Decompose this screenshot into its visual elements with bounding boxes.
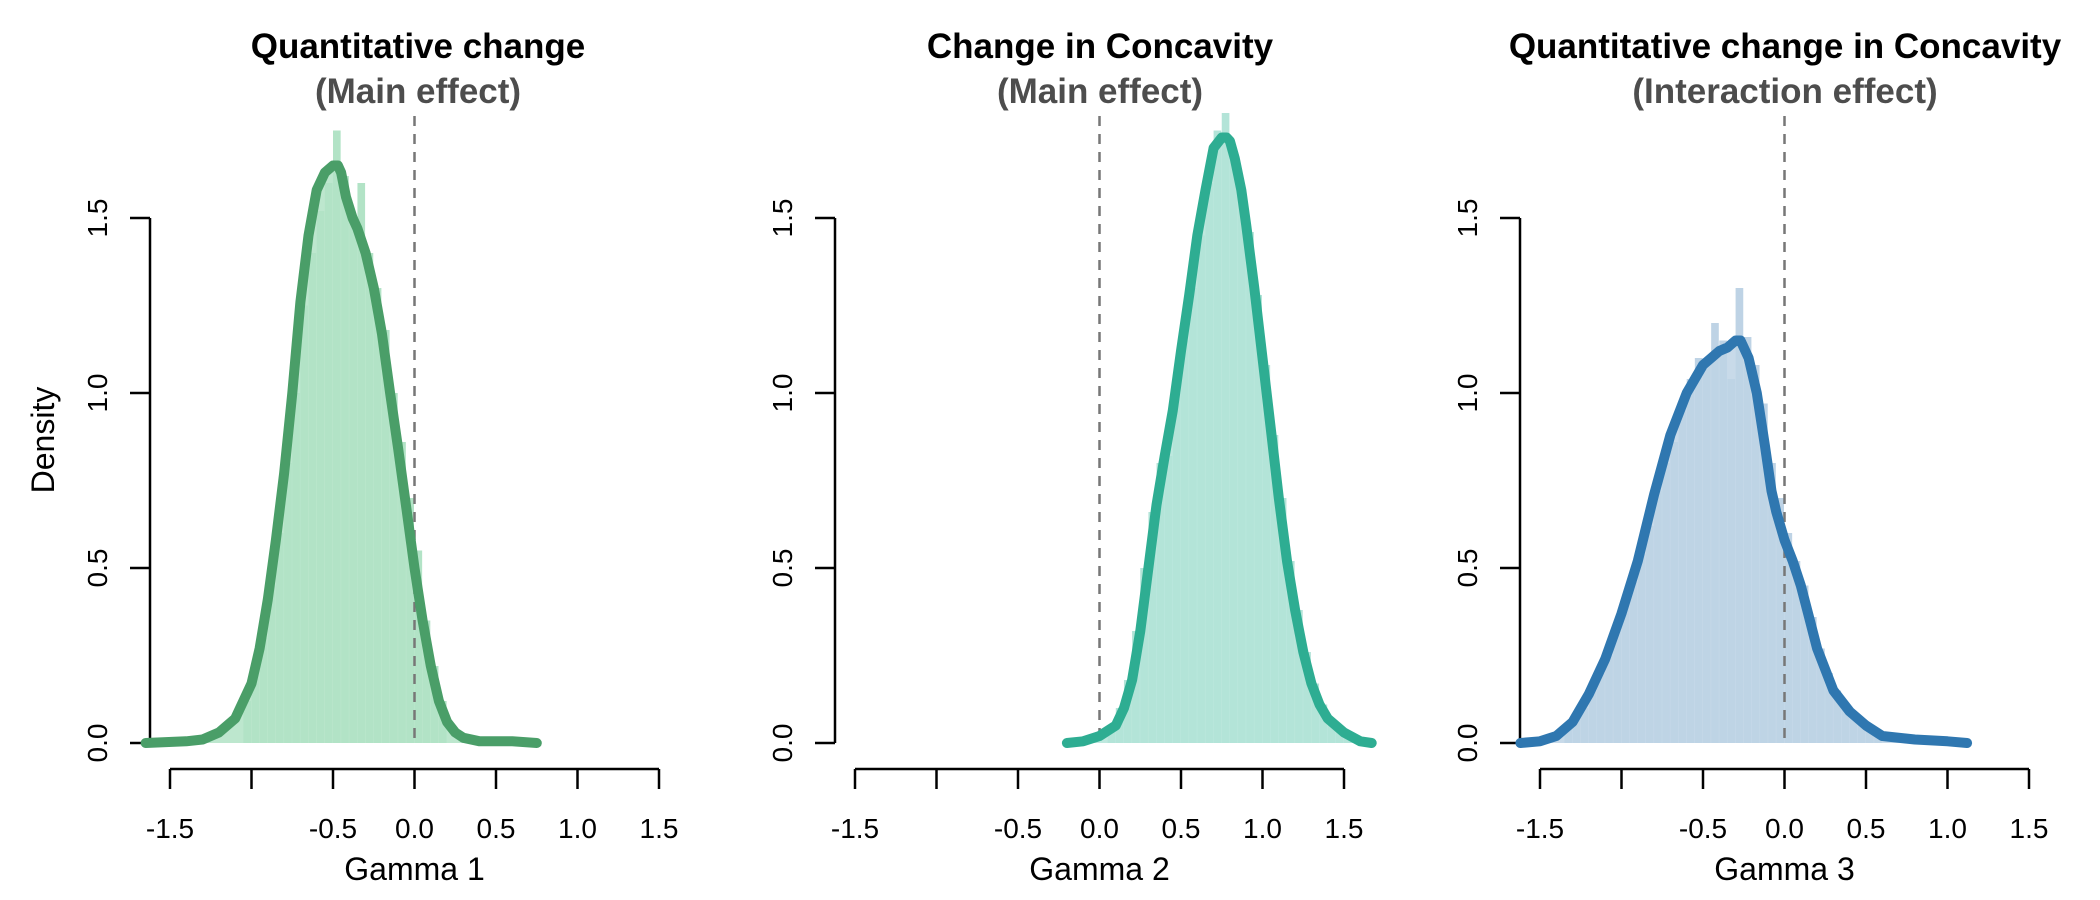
x-tick-label: 1.0 [558,813,597,844]
x-axis-label: Gamma 1 [344,851,484,887]
x-axis: -1.5 -0.5 0.0 0.5 1.0 1.5 [146,767,679,844]
y-tick-label: 0.5 [1452,549,1483,588]
panel-title: Quantitative change in Concavity [1509,27,2062,66]
y-axis: 0.0 0.5 1.0 1.5 [82,199,152,763]
x-tick-label: -0.5 [309,813,357,844]
y-axis-label: Density [25,387,61,494]
y-axis: 0.0 0.5 1.0 1.5 [767,199,837,763]
x-tick-label: 0.0 [395,813,434,844]
panel-gamma-3: Quantitative change in Concavity (Interac… [1452,27,2062,887]
x-axis: -1.5 -0.5 0.0 0.5 1.0 1.5 [831,767,1364,844]
y-tick-label: 0.5 [767,549,798,588]
panel-gamma-2: Change in Concavity (Main effect) 0.0 0.5 1.… [767,27,1377,887]
y-tick-label: 1.5 [1452,199,1483,238]
x-axis: -1.5 -0.5 0.0 0.5 1.0 1.5 [1516,767,2049,844]
x-tick-label: 1.5 [2010,813,2049,844]
x-tick-label: -1.5 [146,813,194,844]
panel-subtitle: (Interaction effect) [1632,72,1937,111]
density-curve [140,160,542,748]
x-tick-label: -1.5 [1516,813,1564,844]
density-area [145,165,537,743]
y-tick-label: 1.5 [82,199,113,238]
x-tick-label: 0.0 [1080,813,1119,844]
panel-subtitle: (Main effect) [997,72,1203,111]
x-tick-label: 1.0 [1243,813,1282,844]
y-tick-label: 0.0 [1452,724,1483,763]
x-tick-label: -0.5 [1679,813,1727,844]
x-tick-label: 0.0 [1765,813,1804,844]
x-tick-label: 1.0 [1928,813,1967,844]
y-axis: 0.0 0.5 1.0 1.5 [1452,199,1522,763]
y-tick-label: 0.0 [82,724,113,763]
panel-title: Change in Concavity [927,27,1274,66]
x-tick-label: 0.5 [1162,813,1201,844]
panel-gamma-1: Quantitative change (Main effect) 0.0 0.5 1.… [82,27,678,887]
x-tick-label: -1.5 [831,813,879,844]
x-axis-label: Gamma 3 [1714,851,1854,887]
x-tick-label: 1.5 [640,813,679,844]
x-axis-label: Gamma 2 [1029,851,1169,887]
y-tick-label: 0.0 [767,724,798,763]
y-tick-label: 1.0 [1452,374,1483,413]
y-tick-label: 1.0 [82,374,113,413]
panel-subtitle: (Main effect) [315,72,521,111]
density-area [1520,340,1968,743]
x-tick-label: 0.5 [477,813,516,844]
y-tick-label: 0.5 [82,549,113,588]
panel-title: Quantitative change [251,27,586,66]
density-curve [1515,335,1973,748]
x-tick-label: 0.5 [1847,813,1886,844]
y-tick-label: 1.0 [767,374,798,413]
x-tick-label: 1.5 [1325,813,1364,844]
density-area [1066,137,1372,743]
x-tick-label: -0.5 [994,813,1042,844]
y-tick-label: 1.5 [767,199,798,238]
density-curve [1061,132,1377,748]
